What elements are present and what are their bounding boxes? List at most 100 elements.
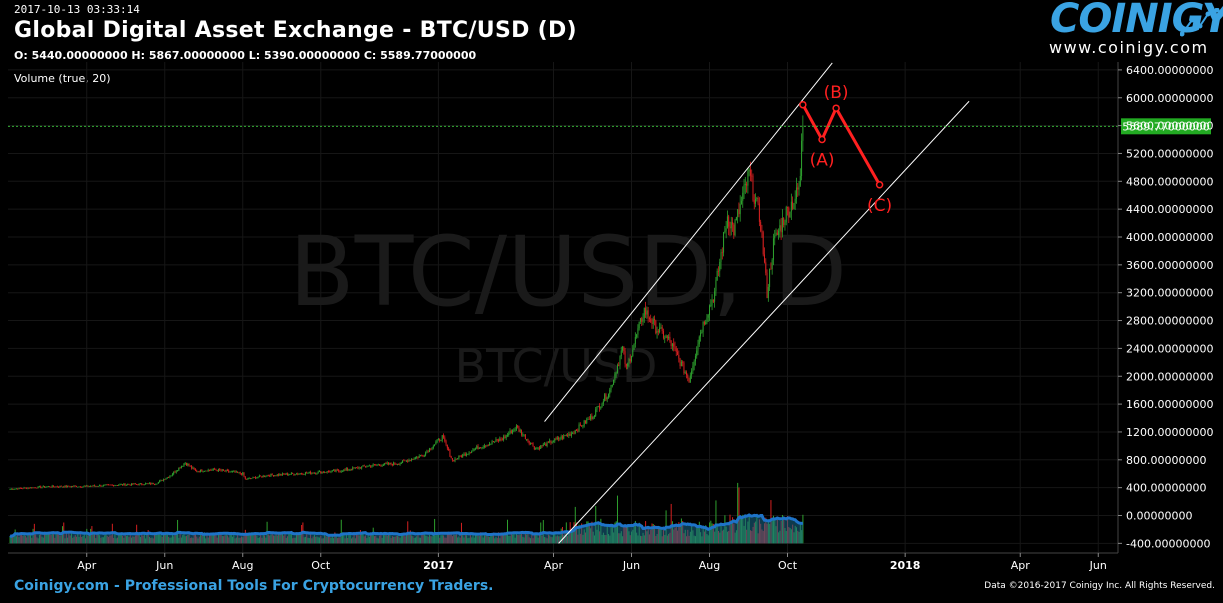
- candle-body: [382, 464, 384, 466]
- candle-body: [21, 488, 23, 490]
- candle-body: [173, 471, 175, 475]
- wave-label: (C): [867, 196, 892, 216]
- candle-body: [721, 252, 723, 254]
- candle-body: [473, 449, 475, 450]
- candle-body: [331, 470, 333, 472]
- candle-body: [546, 441, 548, 446]
- candle-body: [224, 470, 226, 472]
- candle-body: [385, 463, 387, 464]
- candle-body: [375, 464, 377, 466]
- footer-tagline[interactable]: Coinigy.com - Professional Tools For Cry…: [14, 578, 494, 594]
- candle-body: [531, 443, 533, 444]
- candle-body: [398, 464, 400, 465]
- candle-body: [393, 462, 395, 466]
- candle-body: [353, 467, 355, 469]
- candle-body: [229, 471, 231, 473]
- candle-body: [114, 485, 116, 487]
- candle-body: [586, 419, 588, 424]
- coinigy-logo[interactable]: COINIGY www.coinigy.com: [1044, 0, 1223, 60]
- candle-body: [450, 456, 452, 459]
- candle-body: [134, 483, 136, 485]
- candle-body: [440, 440, 442, 442]
- candle-body: [193, 467, 195, 470]
- candle-body: [710, 305, 712, 307]
- candle-body: [178, 467, 180, 471]
- candle-body: [794, 198, 796, 204]
- candle-body: [556, 437, 558, 439]
- candle-body: [363, 465, 365, 467]
- candle-body: [735, 216, 737, 221]
- candle-body: [435, 442, 437, 445]
- candle-body: [801, 140, 803, 177]
- candle-body: [345, 468, 347, 470]
- volume-bar: [802, 514, 804, 544]
- candle-body: [756, 197, 758, 199]
- candle-body: [65, 485, 67, 487]
- candle-body: [463, 453, 465, 455]
- candle-body: [350, 469, 352, 471]
- candle-body: [651, 322, 653, 324]
- candle-body: [130, 483, 132, 486]
- candle-body: [665, 335, 667, 339]
- candle-body: [761, 230, 763, 233]
- candle-body: [352, 467, 354, 470]
- candle-body: [358, 467, 360, 469]
- candle-body: [783, 217, 785, 225]
- candle-body: [146, 483, 148, 485]
- candle-body: [770, 268, 772, 270]
- candle-body: [165, 478, 167, 480]
- candle-body: [216, 469, 218, 471]
- candle-body: [238, 472, 240, 474]
- candle-body: [115, 485, 117, 486]
- x-tick-label: Jun: [1089, 559, 1107, 572]
- candle-body: [760, 221, 762, 231]
- candle-body: [682, 361, 684, 363]
- candle-body: [604, 394, 606, 402]
- volume-bar: [340, 519, 342, 544]
- candle-body: [568, 433, 570, 436]
- candle-body: [55, 486, 57, 488]
- candle-body: [799, 176, 801, 186]
- candle-body: [664, 338, 666, 339]
- candle-body: [211, 469, 213, 471]
- candle-body: [362, 465, 364, 467]
- candle-body: [147, 483, 149, 485]
- candle-body: [701, 331, 703, 333]
- candle-body: [38, 486, 40, 488]
- candle-body: [547, 441, 549, 443]
- candle-body: [757, 197, 759, 204]
- candle-body: [79, 486, 81, 488]
- candle-body: [474, 448, 476, 450]
- candle-body: [650, 319, 652, 323]
- candle-body: [384, 463, 386, 465]
- candle-body: [390, 462, 392, 465]
- candle-body: [32, 487, 34, 489]
- candle-body: [623, 346, 625, 352]
- candle-body: [46, 486, 48, 488]
- candle-body: [495, 439, 497, 442]
- candle-body: [234, 471, 236, 473]
- candle-body: [613, 379, 615, 385]
- candle-body: [715, 280, 717, 292]
- candle-body: [230, 471, 232, 473]
- candle-body: [748, 169, 750, 172]
- candle-body: [160, 479, 162, 481]
- candle-body: [288, 474, 290, 476]
- candle-body: [730, 222, 732, 229]
- candle-body: [14, 488, 16, 490]
- candle-body: [152, 482, 154, 485]
- candle-body: [792, 201, 794, 209]
- candle-body: [278, 474, 280, 476]
- candle-body: [297, 473, 299, 475]
- candle-body: [427, 451, 429, 453]
- x-tick-label: Aug: [699, 559, 720, 572]
- candle-body: [338, 470, 340, 472]
- candle-body: [607, 394, 609, 398]
- header-timestamp: 2017-10-13 03:33:14: [14, 3, 140, 16]
- volume-bar: [737, 482, 739, 544]
- y-tick-label: 5600.00000000: [1126, 120, 1213, 133]
- candle-body: [174, 471, 176, 473]
- candle-body: [267, 475, 269, 477]
- candle-body: [91, 486, 93, 487]
